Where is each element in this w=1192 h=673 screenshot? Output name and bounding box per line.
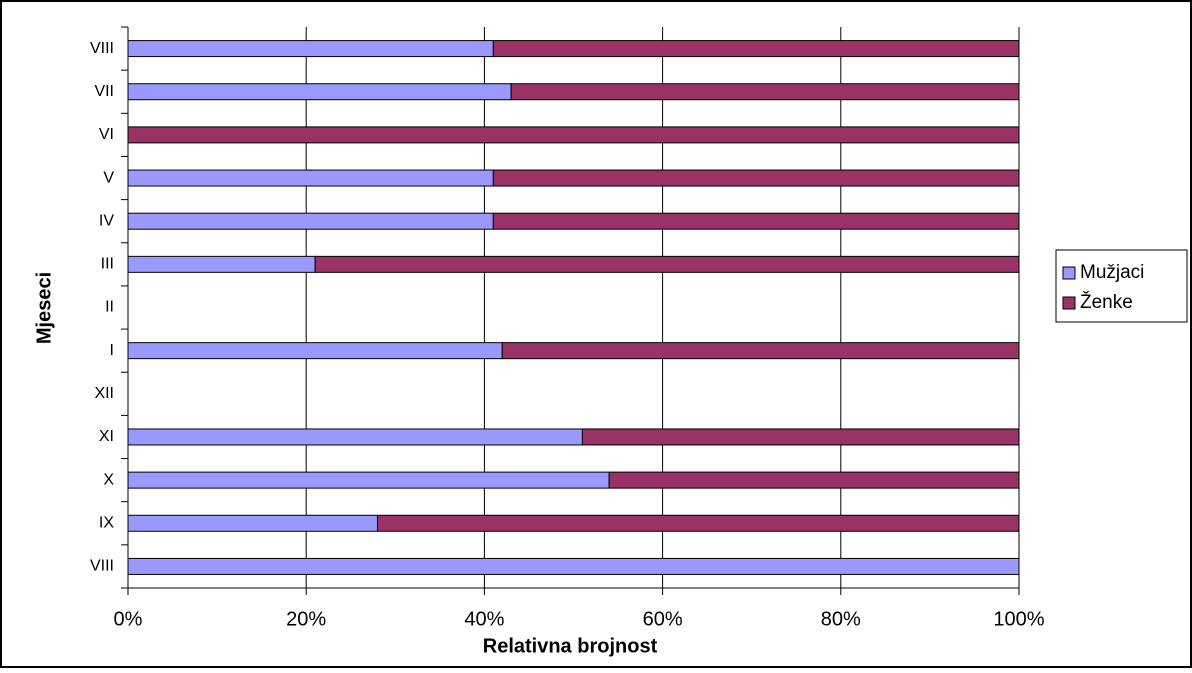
y-tick-label: VIII	[90, 558, 114, 575]
y-tick-label: VII	[94, 83, 114, 100]
bar-segment	[127, 514, 378, 532]
y-tick-label: VI	[99, 126, 114, 143]
y-tick-label: III	[101, 256, 114, 273]
bar-segment	[127, 212, 494, 230]
x-tick-label: 60%	[643, 608, 683, 630]
y-tick-label: X	[103, 471, 114, 488]
x-tick-label: 20%	[286, 608, 326, 630]
bar-segment	[127, 428, 583, 446]
bar-segment	[492, 169, 1020, 187]
bar-segment	[127, 169, 494, 187]
bar-segment	[127, 557, 1020, 575]
legend-label: Ženke	[1080, 291, 1133, 313]
legend-box	[1055, 249, 1188, 323]
y-tick-label: XI	[99, 428, 114, 445]
bar-segment	[376, 514, 1020, 532]
bar-segment	[510, 83, 1020, 101]
bar-segment	[608, 471, 1020, 489]
bar-segment	[127, 471, 610, 489]
bar-segment	[127, 40, 494, 58]
bar-segment	[501, 342, 1020, 360]
bar-segment	[127, 126, 1020, 144]
y-tick-label: V	[103, 169, 114, 186]
bar-segment	[127, 255, 316, 273]
x-tick-label: 100%	[993, 608, 1044, 630]
y-tick-label: VIII	[90, 40, 114, 57]
legend-swatch	[1062, 266, 1076, 280]
y-tick-label: IX	[99, 514, 114, 531]
x-tick-label: 0%	[114, 608, 143, 630]
bar-segment	[492, 40, 1020, 58]
y-tick-label: XII	[94, 385, 114, 402]
x-tick-label: 80%	[821, 608, 861, 630]
y-tick-label: II	[105, 299, 114, 316]
x-tick-label: 40%	[464, 608, 504, 630]
bar-segment	[581, 428, 1020, 446]
y-tick-label: IV	[99, 212, 114, 229]
legend-label: Mužjaci	[1080, 262, 1144, 283]
bar-segment	[127, 342, 503, 360]
bar-segment	[314, 255, 1020, 273]
bar-segment	[492, 212, 1020, 230]
y-axis-label: Mjeseci	[33, 272, 55, 344]
legend-swatch	[1062, 296, 1076, 310]
y-tick-label: I	[110, 342, 114, 359]
x-axis-label: Relativna brojnost	[483, 635, 658, 657]
bar-segment	[127, 83, 512, 101]
